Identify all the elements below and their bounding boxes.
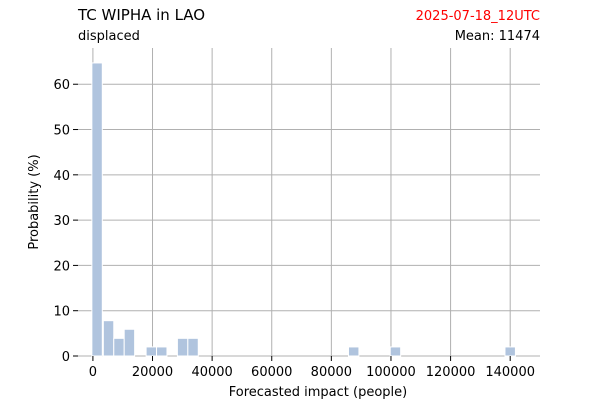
histogram-bar: [347, 346, 360, 357]
tick-layer: 0 10 20 30 40 50 60 0 20000 40000 60000 80000 100000…: [53, 78, 535, 380]
histogram-bar: [504, 346, 516, 357]
histogram-bar: [102, 320, 115, 357]
chart-title: TC WIPHA in LAO: [77, 6, 205, 24]
histogram-bar: [389, 346, 402, 357]
forecast-date: 2025-07-18_12UTC: [416, 9, 540, 24]
bar-layer: [91, 62, 516, 357]
histogram-bar: [113, 337, 125, 357]
x-tick-label: 80000: [311, 365, 352, 380]
histogram-bar: [176, 337, 189, 357]
histogram-bar: [187, 337, 199, 357]
y-tick-label: 0: [62, 350, 70, 365]
grid-layer: [78, 48, 540, 357]
y-tick-label: 60: [53, 78, 70, 93]
chart-subtitle: displaced: [78, 29, 140, 44]
x-tick-label: 120000: [426, 365, 476, 380]
y-tick-label: 10: [53, 305, 70, 320]
y-axis-label: Probability (%): [27, 154, 42, 249]
x-tick-label: 140000: [485, 365, 535, 380]
x-axis-label: Forecasted impact (people): [229, 385, 407, 400]
x-tick-label: 20000: [132, 365, 173, 380]
histogram-bar: [123, 328, 136, 357]
histogram-bar: [156, 346, 168, 357]
y-tick-label: 40: [53, 169, 70, 184]
mean-label: Mean: 11474: [455, 29, 540, 44]
x-tick-label: 40000: [191, 365, 232, 380]
histogram-bar: [91, 62, 103, 357]
x-tick-label: 0: [89, 365, 97, 380]
x-tick-label: 100000: [366, 365, 416, 380]
histogram-bar: [145, 346, 158, 357]
y-tick-label: 50: [53, 124, 70, 139]
y-tick-label: 30: [53, 214, 70, 229]
x-tick-label: 60000: [251, 365, 292, 380]
y-tick-label: 20: [53, 259, 70, 274]
